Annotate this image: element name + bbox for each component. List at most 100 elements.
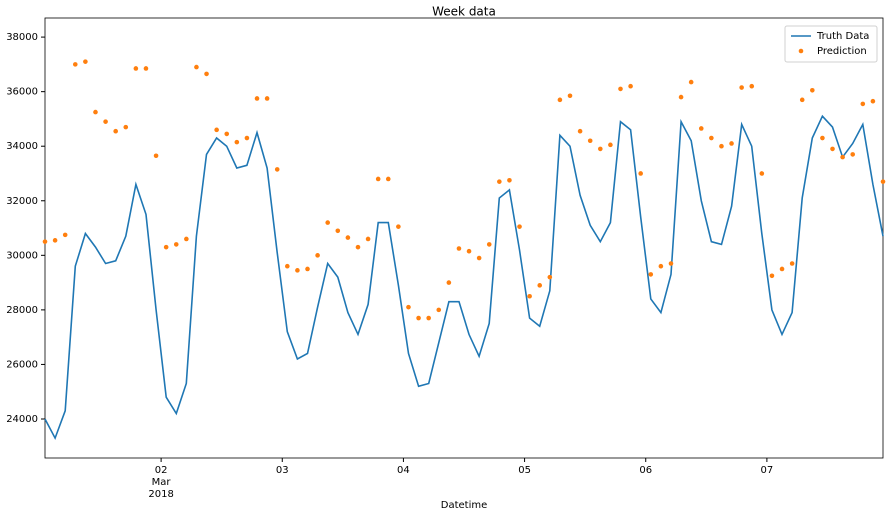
prediction-point	[557, 97, 563, 103]
y-tick-label: 28000	[6, 305, 38, 316]
chart-title: Week data	[432, 5, 496, 19]
x-tick-label: 03	[276, 465, 289, 476]
prediction-point	[204, 71, 209, 77]
series-line	[44, 114, 884, 441]
prediction-point	[62, 232, 68, 238]
prediction-point	[598, 146, 603, 152]
x-tick-month: Mar	[152, 477, 172, 488]
y-tick-label: 26000	[6, 359, 38, 370]
prediction-point	[254, 96, 260, 101]
y-tick-label: 38000	[6, 32, 38, 43]
prediction-point	[820, 135, 825, 141]
prediction-point	[547, 274, 553, 280]
prediction-point	[436, 307, 442, 313]
prediction-point	[224, 131, 230, 137]
x-tick-year: 2018	[148, 489, 173, 500]
prediction-point	[810, 87, 815, 93]
prediction-point	[295, 268, 300, 273]
prediction-point	[72, 62, 78, 67]
y-tick-label: 24000	[6, 414, 38, 425]
prediction-point	[123, 124, 129, 130]
prediction-point	[466, 248, 472, 254]
prediction-point	[860, 101, 866, 107]
prediction-point	[305, 266, 310, 272]
x-axis-label: Datetime	[441, 500, 488, 511]
prediction-point	[113, 128, 118, 134]
prediction-point	[688, 79, 694, 85]
y-tick-label: 32000	[6, 196, 38, 207]
prediction-point	[486, 242, 492, 247]
legend-swatch	[798, 48, 804, 54]
prediction-point	[42, 239, 48, 244]
x-tick-label: 05	[518, 465, 531, 476]
prediction-point	[759, 171, 765, 176]
prediction-point	[396, 224, 401, 229]
prediction-point	[406, 304, 411, 310]
prediction-point	[365, 236, 371, 242]
prediction-point	[385, 176, 391, 182]
prediction-point	[93, 109, 98, 115]
x-tick-label: 02	[155, 465, 168, 476]
prediction-point	[769, 273, 775, 279]
prediction-point	[648, 272, 654, 277]
prediction-point	[709, 135, 714, 141]
prediction-point	[830, 146, 835, 152]
prediction-point	[143, 66, 149, 71]
prediction-point	[335, 228, 341, 234]
prediction-point	[285, 263, 290, 269]
prediction-point	[577, 128, 583, 134]
prediction-point	[264, 96, 270, 101]
prediction-point	[870, 98, 876, 104]
prediction-point	[173, 242, 179, 247]
prediction-point	[426, 315, 431, 321]
prediction-point	[416, 315, 421, 321]
prediction-point	[729, 141, 734, 146]
prediction-point	[739, 85, 744, 90]
prediction-point	[628, 83, 633, 89]
prediction-point	[678, 94, 684, 100]
prediction-point	[658, 263, 664, 269]
x-tick-label: 06	[639, 465, 652, 476]
prediction-point	[880, 179, 886, 184]
prediction-point	[668, 261, 674, 266]
prediction-point	[587, 138, 593, 144]
prediction-point	[325, 220, 330, 225]
prediction-point	[446, 280, 452, 285]
prediction-point	[184, 236, 189, 242]
prediction-point	[517, 224, 522, 229]
prediction-point	[345, 235, 351, 240]
prediction-point	[698, 126, 704, 131]
prediction-point	[234, 139, 240, 145]
x-tick-label: 07	[761, 465, 774, 476]
prediction-point	[840, 154, 845, 160]
prediction-point	[456, 246, 462, 251]
prediction-point	[315, 253, 320, 258]
prediction-point	[83, 59, 88, 64]
prediction-point	[153, 153, 159, 159]
prediction-point	[779, 266, 785, 272]
prediction-point	[476, 255, 482, 261]
prediction-point	[749, 83, 755, 89]
prediction-point	[133, 66, 139, 71]
legend-box	[784, 25, 878, 63]
plot-frame	[44, 17, 884, 459]
prediction-point	[537, 283, 543, 288]
prediction-point	[527, 293, 532, 299]
prediction-point	[850, 152, 856, 157]
prediction-point	[52, 238, 58, 243]
prediction-point	[163, 244, 169, 250]
prediction-point	[194, 64, 199, 70]
prediction-point	[274, 167, 280, 172]
legend-label: Truth Data	[816, 31, 869, 42]
prediction-point	[507, 178, 512, 183]
prediction-point	[567, 93, 573, 99]
prediction-point	[608, 142, 613, 148]
y-tick-label: 36000	[6, 87, 38, 98]
prediction-point	[638, 171, 643, 176]
prediction-point	[375, 176, 381, 182]
legend-label: Prediction	[817, 46, 867, 57]
prediction-point	[789, 261, 795, 266]
prediction-point	[244, 135, 250, 141]
prediction-point	[497, 179, 502, 184]
